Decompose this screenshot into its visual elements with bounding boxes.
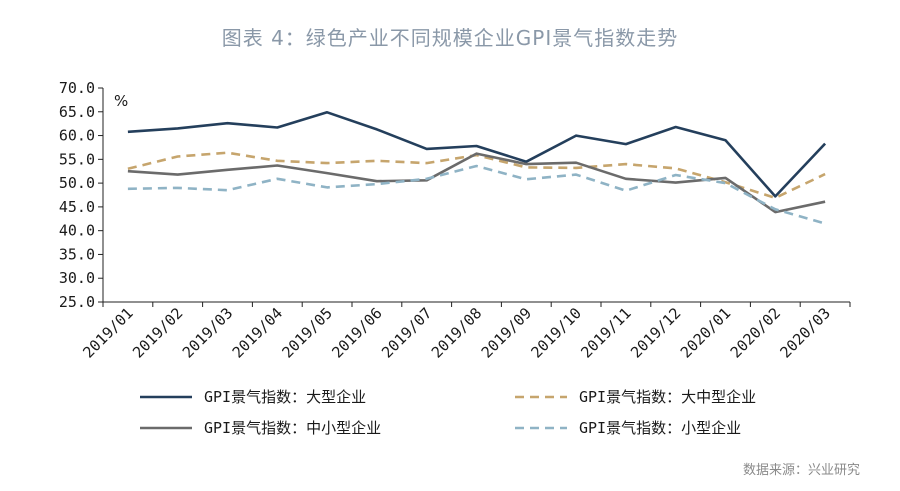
y-tick-label: 25.0 — [59, 293, 95, 311]
y-tick-label: 70.0 — [59, 79, 95, 97]
axes — [102, 88, 850, 303]
source-note: 数据来源：兴业研究 — [742, 463, 860, 478]
legend-label-4: GPI景气指数：小型企业 — [579, 419, 741, 437]
y-tick-label: 40.0 — [59, 222, 95, 240]
x-tick-label: 2019/10 — [527, 304, 584, 361]
x-tick-label: 2019/08 — [428, 304, 485, 361]
x-tick-label: 2019/04 — [229, 304, 286, 361]
legend: GPI景气指数：大型企业 GPI景气指数：大中型企业 GPI景气指数：中小型企业 GP… — [140, 388, 756, 437]
x-tick-label: 2020/03 — [776, 304, 833, 361]
x-tick-label: 2019/09 — [478, 304, 535, 361]
x-tick-label: 2020/01 — [677, 304, 734, 361]
y-tick-label: 50.0 — [59, 174, 95, 192]
x-tick-label: 2019/11 — [577, 304, 634, 361]
y-tick-label: 55.0 — [59, 150, 95, 168]
y-tick-label: 45.0 — [59, 198, 95, 216]
chart-title: 图表 4：绿色产业不同规模企业GPI景气指数走势 — [221, 26, 679, 50]
x-axis-ticks: 2019/012019/022019/032019/042019/052019/… — [79, 302, 851, 362]
series-line-1 — [127, 111, 827, 198]
x-tick-label: 2019/06 — [328, 304, 385, 361]
legend-label-2: GPI景气指数：大中型企业 — [579, 388, 756, 406]
y-tick-label: 35.0 — [59, 245, 95, 263]
x-tick-label: 2019/12 — [627, 304, 684, 361]
x-tick-label: 2019/07 — [378, 304, 435, 361]
x-tick-label: 2020/02 — [727, 304, 784, 361]
series-line-4 — [127, 164, 826, 225]
y-tick-label: 30.0 — [59, 269, 95, 287]
y-tick-label: 65.0 — [59, 103, 95, 121]
x-tick-label: 2019/01 — [79, 304, 136, 361]
y-tick-label: 60.0 — [59, 127, 95, 145]
x-tick-label: 2019/05 — [278, 304, 335, 361]
y-unit-label: % — [114, 92, 128, 110]
legend-label-3: GPI景气指数：中小型企业 — [204, 419, 381, 437]
x-tick-label: 2019/02 — [129, 304, 186, 361]
y-axis-ticks: 70.0 65.0 60.0 55.0 50.0 45.0 40.0 35.0 30.0 25.0 — [59, 79, 103, 311]
x-tick-label: 2019/03 — [179, 304, 236, 361]
series-layer — [127, 111, 827, 225]
series-line-2 — [127, 151, 826, 200]
legend-label-1: GPI景气指数：大型企业 — [204, 388, 366, 406]
